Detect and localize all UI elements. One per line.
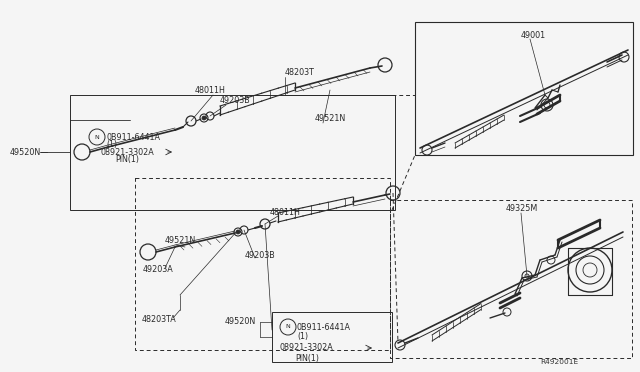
Text: 48011H: 48011H bbox=[270, 208, 301, 217]
Text: 49521N: 49521N bbox=[165, 235, 196, 244]
Text: (1): (1) bbox=[297, 333, 308, 341]
Circle shape bbox=[236, 230, 240, 234]
Text: 49520N: 49520N bbox=[225, 317, 256, 327]
Text: 49325M: 49325M bbox=[506, 203, 538, 212]
Text: 48203T: 48203T bbox=[285, 67, 315, 77]
Text: 08921-3302A: 08921-3302A bbox=[100, 148, 154, 157]
Text: 49203B: 49203B bbox=[220, 96, 251, 105]
Text: N: N bbox=[95, 135, 99, 140]
Text: 08921-3302A: 08921-3302A bbox=[280, 343, 333, 353]
Text: R492001E: R492001E bbox=[540, 359, 578, 365]
Text: 48203TA: 48203TA bbox=[142, 315, 177, 324]
Text: N: N bbox=[285, 324, 291, 330]
Text: 48011H: 48011H bbox=[195, 86, 226, 94]
Bar bbox=[70, 95, 395, 210]
Text: 49520N—: 49520N— bbox=[10, 148, 49, 157]
Text: 49001: 49001 bbox=[521, 31, 546, 39]
Text: PIN(1): PIN(1) bbox=[115, 154, 139, 164]
Text: 0B911-6441A: 0B911-6441A bbox=[297, 323, 351, 331]
Text: 49521N: 49521N bbox=[315, 113, 346, 122]
Bar bbox=[415, 22, 633, 155]
Bar bbox=[272, 312, 392, 362]
Text: 49203B: 49203B bbox=[245, 250, 276, 260]
Text: PIN(1): PIN(1) bbox=[295, 353, 319, 362]
Text: 0B911-6441A: 0B911-6441A bbox=[106, 132, 160, 141]
Circle shape bbox=[202, 116, 206, 120]
Text: (1): (1) bbox=[106, 140, 117, 148]
Text: 49203A: 49203A bbox=[143, 266, 173, 275]
